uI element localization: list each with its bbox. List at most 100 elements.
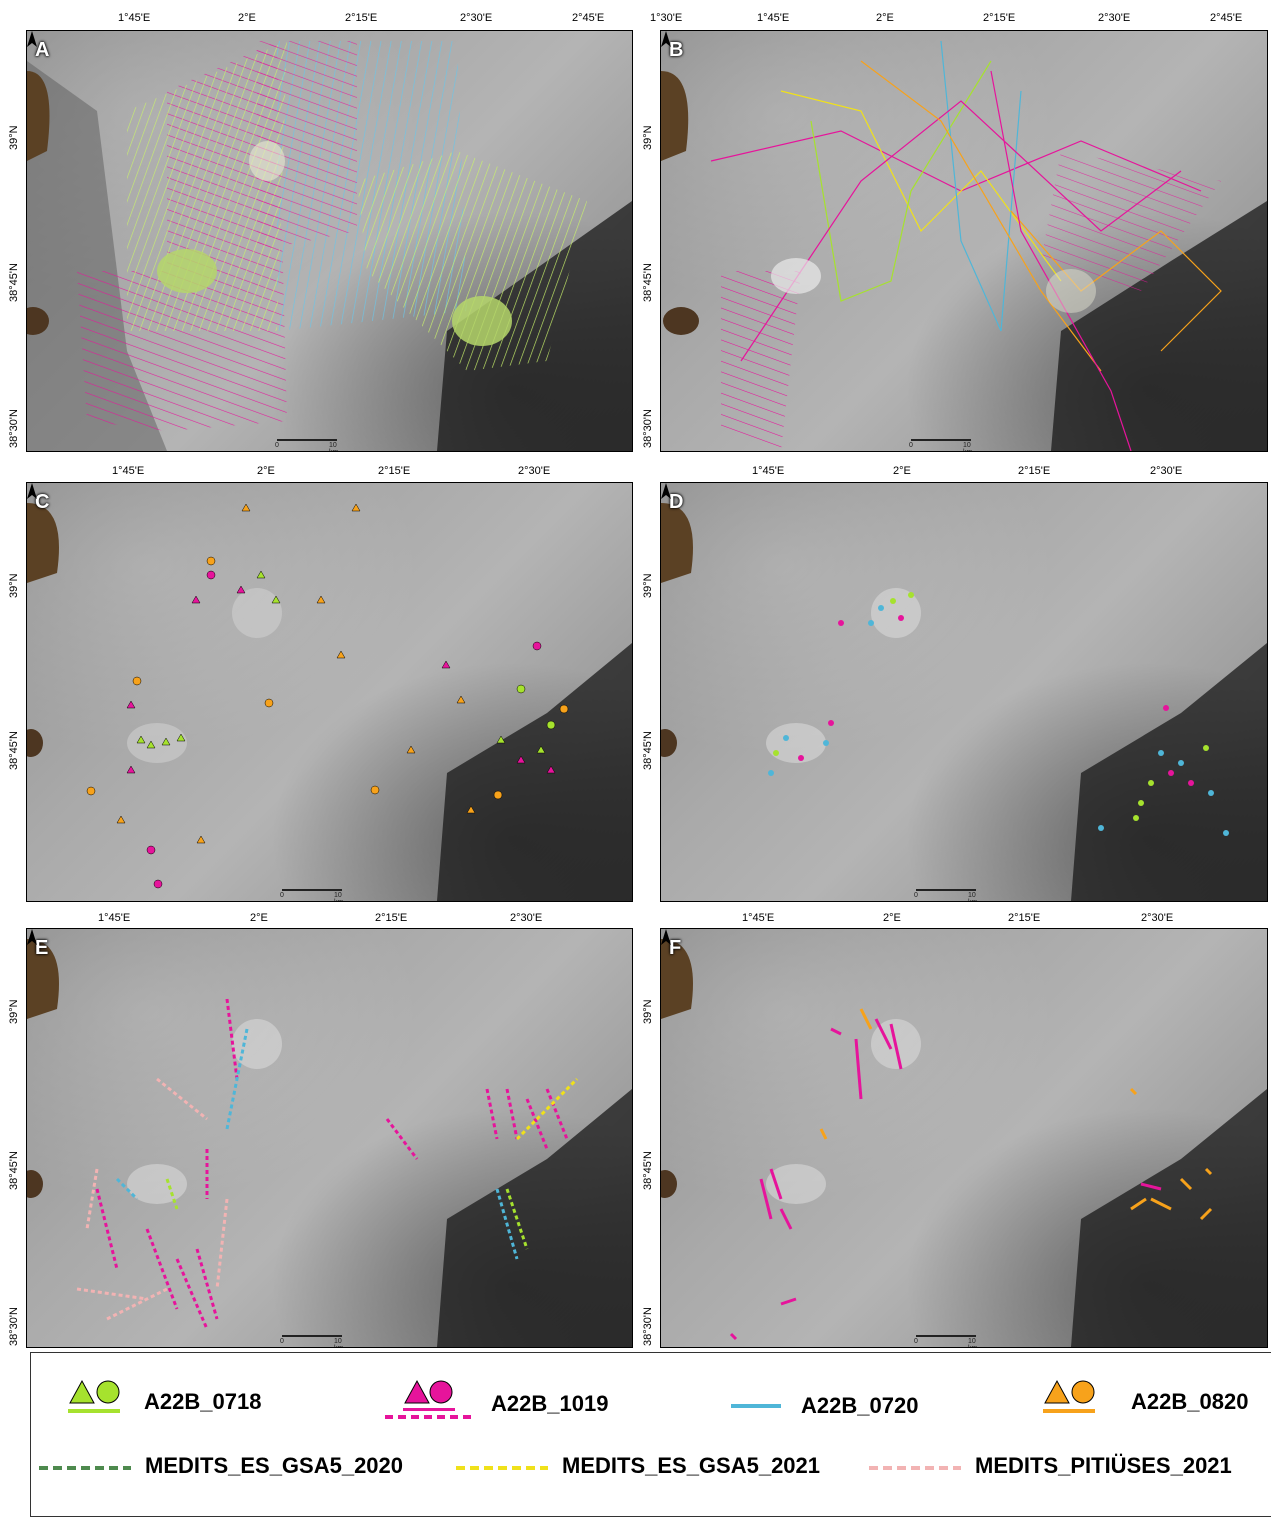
map-frame: B 0 10 km	[660, 30, 1268, 452]
scale-ten: 10 km	[968, 1338, 977, 1347]
lon-tick: 1°30'E	[650, 12, 683, 24]
panel-letter: A	[35, 39, 50, 61]
legend-label: MEDITS_ES_GSA5_2020	[145, 1453, 404, 1478]
lat-tick: 38°45'N	[8, 1151, 20, 1190]
lon-tick: 2°15'E	[1008, 912, 1041, 924]
map-legend: A22B_0718 A22B_1019 A22B_0720 A22B_0820 …	[30, 1352, 1271, 1517]
dashed-line-icon	[869, 1466, 961, 1470]
lon-tick: 2°45'E	[572, 12, 605, 24]
lon-tick: 1°45'E	[98, 912, 131, 924]
transect-lines	[76, 998, 579, 1330]
lon-tick: 2°E	[893, 465, 911, 477]
scale-zero: 0	[909, 442, 913, 449]
dashed-line-icon	[456, 1466, 548, 1470]
lon-tick: 1°45'E	[118, 12, 151, 24]
lat-tick: 38°30'N	[642, 1307, 654, 1346]
triangle-circle-line-icon	[1043, 1379, 1095, 1413]
lon-tick: 2°E	[250, 912, 268, 924]
line-icon	[731, 1404, 781, 1408]
scale-ten: 10 km	[334, 1338, 343, 1347]
lat-tick: 38°30'N	[8, 409, 20, 448]
sampling-points-overlay	[27, 503, 632, 901]
lat-tick: 38°45'N	[642, 731, 654, 770]
scale-zero: 0	[914, 1338, 918, 1345]
lon-tick: 2°15'E	[345, 12, 378, 24]
scale-bar: 0 10 km	[275, 439, 338, 451]
scale-ten: 10 km	[963, 442, 972, 451]
lon-tick: 2°30'E	[510, 912, 543, 924]
triangle-circle-line-icon	[68, 1379, 120, 1413]
north-arrow-icon	[661, 31, 671, 47]
lon-tick: 2°15'E	[983, 12, 1016, 24]
lat-tick: 38°45'N	[642, 263, 654, 302]
lon-tick: 2°E	[238, 12, 256, 24]
panel-letter: F	[669, 937, 682, 959]
legend-label: A22B_0820	[1131, 1389, 1249, 1414]
lon-tick: 2°30'E	[1150, 465, 1183, 477]
lat-tick: 38°45'N	[642, 1151, 654, 1190]
lat-tick: 38°30'N	[8, 1307, 20, 1346]
legend-label: A22B_0718	[144, 1389, 262, 1414]
lat-tick: 39°N	[8, 573, 20, 598]
lat-tick: 39°N	[8, 125, 20, 150]
lon-tick: 1°45'E	[742, 912, 775, 924]
lat-tick: 39°N	[642, 999, 654, 1024]
legend-item-a22b-1019: A22B_1019	[383, 1373, 608, 1421]
panel-letter: E	[35, 937, 49, 959]
scale-zero: 0	[914, 892, 918, 899]
legend-item-a22b-0720: A22B_0720	[731, 1393, 918, 1419]
scale-bar: 0 10 km	[914, 889, 977, 901]
lon-tick: 1°45'E	[112, 465, 145, 477]
lon-tick: 2°30'E	[460, 12, 493, 24]
transects-overlay	[661, 939, 1267, 1347]
legend-label: MEDITS_ES_GSA5_2021	[562, 1453, 821, 1478]
map-frame: C 0 10 km	[26, 482, 633, 902]
lon-tick: 2°E	[257, 465, 275, 477]
map-frame: E 0 10 km	[26, 928, 633, 1348]
scale-zero: 0	[280, 892, 284, 899]
scale-zero: 0	[275, 442, 279, 449]
lon-tick: 2°30'E	[518, 465, 551, 477]
survey-coverage-overlay	[27, 41, 632, 451]
legend-label: A22B_1019	[491, 1391, 609, 1416]
scale-zero: 0	[280, 1338, 284, 1345]
scale-bar: 0 10 km	[914, 1335, 977, 1347]
scale-ten: 10 km	[334, 892, 343, 901]
panel-letter: D	[669, 491, 684, 513]
lat-tick: 39°N	[642, 125, 654, 150]
lon-tick: 2°15'E	[378, 465, 411, 477]
lat-tick: 38°45'N	[8, 263, 20, 302]
dashed-line-icon	[39, 1466, 131, 1470]
legend-item-a22b-0820: A22B_0820	[1041, 1373, 1248, 1417]
lon-tick: 2°45'E	[1210, 12, 1243, 24]
legend-label: A22B_0720	[801, 1393, 919, 1418]
lon-tick: 2°E	[883, 912, 901, 924]
scale-bar: 0 10 km	[909, 439, 972, 451]
sample-markers	[768, 592, 1229, 836]
lat-tick: 38°30'N	[642, 409, 654, 448]
legend-item-medits-gsa5-2021: MEDITS_ES_GSA5_2021	[456, 1453, 820, 1479]
lat-tick: 38°45'N	[8, 731, 20, 770]
lon-tick: 2°30'E	[1141, 912, 1174, 924]
lat-tick: 39°N	[642, 573, 654, 598]
scale-ten: 10 km	[968, 892, 977, 901]
survey-tracks-overlay	[661, 40, 1267, 451]
legend-label: MEDITS_PITIÜSES_2021	[975, 1453, 1232, 1478]
scale-ten: 10 km	[329, 442, 338, 451]
sample-markers	[86, 503, 569, 889]
north-arrow-icon	[661, 929, 671, 945]
scale-bar: 0 10 km	[280, 889, 343, 901]
lon-tick: 2°15'E	[1018, 465, 1051, 477]
legend-item-medits-gsa5-2020: MEDITS_ES_GSA5_2020	[39, 1453, 403, 1479]
panel-letter: B	[669, 39, 684, 61]
map-frame: D 0 10 km	[660, 482, 1268, 902]
legend-item-medits-pitiuses-2021: MEDITS_PITIÜSES_2021	[869, 1453, 1232, 1479]
scale-bar: 0 10 km	[280, 1335, 343, 1347]
lat-tick: 39°N	[8, 999, 20, 1024]
sampling-points-overlay	[661, 503, 1267, 901]
panel-letter: C	[35, 491, 50, 513]
north-arrow-icon	[27, 929, 37, 945]
lon-tick: 2°E	[876, 12, 894, 24]
lon-tick: 1°45'E	[757, 12, 790, 24]
north-arrow-icon	[27, 31, 37, 47]
